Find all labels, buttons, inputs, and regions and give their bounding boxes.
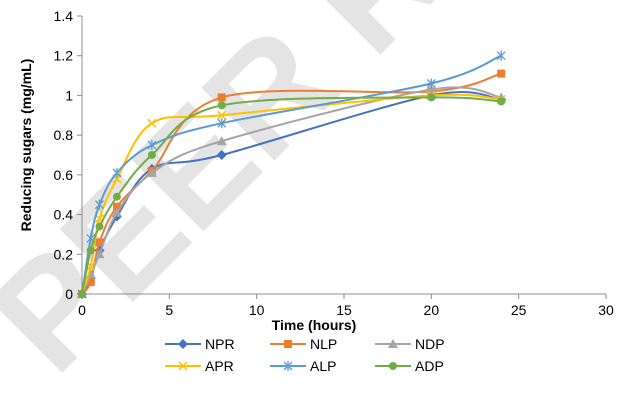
data-point-nlp [497,69,506,78]
legend-marker-nlp [284,340,292,348]
data-point-adp [112,192,121,201]
legend-label-npr: NPR [205,336,235,352]
legend-label-alp: ALP [310,358,336,374]
data-point-nlp [86,278,95,287]
data-point-adp [78,290,86,298]
data-point-alp [95,199,104,210]
data-point-ndp [216,136,227,146]
legend-marker-adp [389,362,397,370]
y-tick-label: 1.4 [54,8,74,24]
x-tick-label: 30 [598,302,614,318]
x-tick-label: 25 [511,302,527,318]
data-point-adp [95,222,104,231]
legend-item-npr: NPR [165,336,235,352]
data-point-adp [497,97,506,106]
x-tick-label: 5 [165,302,173,318]
legend-item-nlp: NLP [270,336,337,352]
x-axis-title: Time (hours) [272,317,357,333]
legend-item-apr: APR [165,358,234,374]
axis-labels: Time (hours) Reducing sugars (mg/mL) [18,59,356,333]
legend-marker-alp [283,361,293,371]
legend-marker-ndp [388,339,398,348]
x-tick-label: 0 [78,302,86,318]
data-point-nlp [217,93,226,102]
y-tick-label: 0.8 [54,127,74,143]
data-point-alp [112,167,122,178]
x-tick-label: 15 [336,302,352,318]
y-tick-label: 0.4 [54,207,74,223]
data-point-adp [147,151,156,159]
series-layer [77,50,507,299]
data-point-adp [427,93,436,102]
data-point-alp [426,78,436,89]
legend-item-alp: ALP [270,358,336,374]
y-axis-title: Reducing sugars (mg/mL) [18,59,34,232]
data-point-alp [147,140,157,151]
legend-item-adp: ADP [375,358,444,374]
y-tick-label: 0.6 [54,167,74,183]
x-tick-label: 10 [249,302,265,318]
data-point-ndp [146,167,157,177]
legend-marker-apr [178,361,188,371]
legend-label-adp: ADP [415,358,444,374]
series-adp [78,93,506,298]
data-point-nlp [112,202,121,211]
axes: 0 5 10 15 20 25 30 0 0.2 0.4 0.6 0.8 1 1.2 1.4 [54,8,614,318]
legend-label-ndp: NDP [415,336,445,352]
x-tick-label: 20 [424,302,440,318]
legend-marker-npr [178,339,188,349]
legend-label-nlp: NLP [310,336,337,352]
legend-label-apr: APR [205,358,234,374]
data-point-ndp [111,207,122,217]
data-point-alp [217,118,227,129]
data-point-npr [216,150,227,160]
data-point-ndp [94,249,105,259]
data-point-ndp [426,84,437,94]
data-point-apr [147,118,157,128]
legend: NPR NLP NDP APR ALP ADP [165,336,445,374]
data-point-apr [217,110,227,120]
y-tick-label: 1 [65,87,73,103]
data-point-nlp [95,238,104,247]
data-point-adp [86,246,95,255]
y-tick-label: 1.2 [54,48,74,64]
y-tick-label: 0 [65,286,73,302]
data-point-alp [496,50,506,61]
legend-item-ndp: NDP [375,336,445,352]
y-tick-label: 0.2 [54,246,74,262]
data-point-adp [217,101,226,110]
